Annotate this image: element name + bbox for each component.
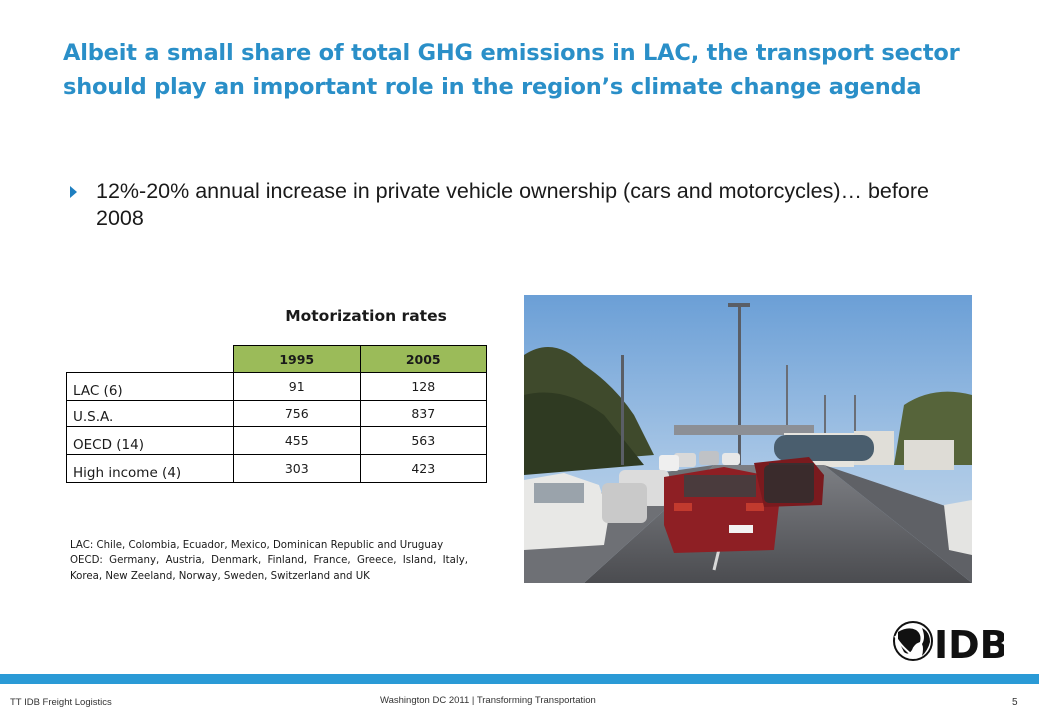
traffic-congestion-photo [524,295,972,583]
cell-value: 91 [233,372,361,401]
table-header-row: 1995 2005 [66,345,487,373]
table-header-1995: 1995 [233,345,361,373]
row-label: LAC (6) [66,372,234,401]
table-row: LAC (6) 91 128 [66,372,487,401]
cell-value: 455 [233,426,361,455]
bullet-item: 12%-20% annual increase in private vehic… [70,178,950,232]
table-title: Motorization rates [285,307,447,325]
table-row: High income (4) 303 423 [66,454,487,483]
cell-value: 837 [359,400,487,427]
table-row: U.S.A. 756 837 [66,400,487,427]
row-label: High income (4) [66,454,234,483]
slide-title: Albeit a small share of total GHG emissi… [63,40,960,100]
table-footnote: LAC: Chile, Colombia, Ecuador, Mexico, D… [70,538,468,584]
cell-value: 303 [233,454,361,483]
logo-text: IDB [934,623,1004,664]
cell-value: 756 [233,400,361,427]
footer-bar [0,674,1039,684]
footnote-oecd: OECD: Germany, Austria, Denmark, Finland… [70,555,468,582]
page-number: 5 [1012,697,1018,708]
table-header-2005: 2005 [359,345,487,373]
footer-center-text: Washington DC 2011 | Transforming Transp… [380,695,596,706]
footer-left-text: TT IDB Freight Logistics [10,697,112,708]
bullet-text: 12%-20% annual increase in private vehic… [96,179,929,230]
table-row: OECD (14) 455 563 [66,426,487,455]
cell-value: 128 [359,372,487,401]
cell-value: 563 [359,426,487,455]
globe-icon [893,621,933,661]
row-label: OECD (14) [66,426,234,455]
cell-value: 423 [359,454,487,483]
bullet-arrow-icon [70,186,77,198]
row-label: U.S.A. [66,400,234,427]
motorization-table: 1995 2005 LAC (6) 91 128 U.S.A. 756 837 … [66,345,487,483]
table-header-blank [66,345,234,373]
idb-logo: IDB [892,618,1009,667]
footnote-lac: LAC: Chile, Colombia, Ecuador, Mexico, D… [70,540,444,551]
